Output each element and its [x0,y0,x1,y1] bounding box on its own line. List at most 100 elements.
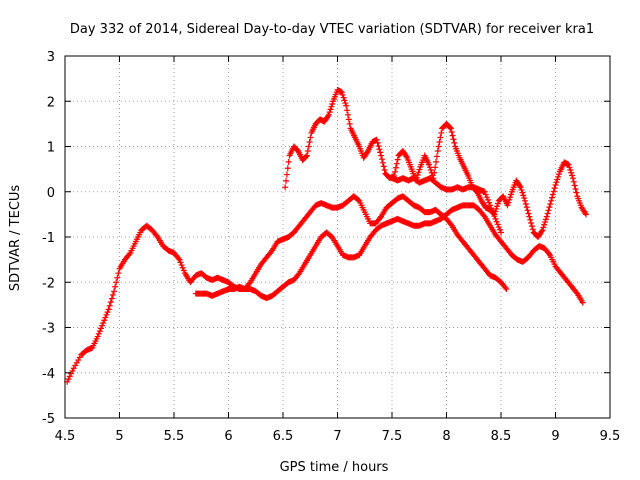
data-point [104,309,111,316]
data-point [495,224,502,231]
data-point [283,177,290,184]
data-point [340,94,347,101]
data-point [303,153,310,160]
data-point [569,172,576,179]
y-tick-label: 1 [47,141,55,156]
series-track-1 [64,193,510,385]
data-point [437,134,444,141]
data-point [426,164,433,171]
x-tick-label: 6.5 [273,429,294,444]
series-track-2 [192,202,586,306]
chart-title: Day 332 of 2014, Sidereal Day-to-day VTE… [70,22,594,37]
data-point [482,191,489,198]
y-tick-label: 2 [47,95,55,110]
data-point [524,207,531,214]
x-tick-label: 6 [224,429,232,444]
data-point [94,333,101,340]
data-point [324,113,331,120]
data-point [392,168,399,175]
x-tick-label: 4.5 [55,429,76,444]
data-point [519,189,526,196]
x-tick-label: 8 [442,429,450,444]
data-point [107,299,114,306]
data-point [480,212,487,219]
data-point [494,203,501,210]
data-point [101,317,108,324]
data-point [520,192,527,199]
data-point [435,143,442,150]
data-point [329,100,336,107]
y-tick-label: -2 [42,276,55,291]
y-tick-label: -1 [42,231,55,246]
data-point [518,186,525,193]
data-point [545,250,552,257]
data-point [551,185,558,192]
data-point [126,251,133,258]
data-point [304,148,311,155]
data-point [378,152,385,159]
data-point [506,196,513,203]
data-point [373,136,380,143]
data-point [432,164,439,171]
x-tick-label: 5.5 [164,429,185,444]
data-point [431,169,438,176]
data-point [99,322,106,329]
data-point [303,152,310,159]
data-point [521,197,528,204]
data-point [548,197,555,204]
data-point [393,160,400,167]
data-point [295,271,302,278]
data-point [583,211,590,218]
data-point [451,139,458,146]
data-point [112,283,119,290]
data-point [105,306,112,313]
data-point [540,224,547,231]
data-point [503,286,510,293]
data-point [552,181,559,188]
data-point [549,194,556,201]
data-point [554,176,561,183]
x-tick-label: 8.5 [491,429,512,444]
data-point [567,167,574,174]
data-point [403,153,410,160]
data-point [546,204,553,211]
data-point [283,171,290,178]
data-point [342,100,349,107]
data-point [449,132,456,139]
data-point [568,169,575,176]
data-point [543,213,550,220]
data-point [484,196,491,203]
data-point [496,226,503,233]
data-point [97,325,104,332]
data-point [555,173,562,180]
data-point [374,139,381,146]
data-point [579,299,586,306]
data-point [376,146,383,153]
y-tick-label: -4 [42,367,55,382]
x-tick-label: 9 [551,429,559,444]
y-axis-label: SDTVAR / TECUs [8,185,23,292]
data-points [64,86,590,385]
data-point [549,191,556,198]
data-point [565,161,572,168]
x-tick-label: 7 [333,429,341,444]
data-point [377,214,384,221]
data-point [103,311,110,318]
data-point [573,289,580,296]
data-point [355,196,362,203]
data-point [434,148,441,155]
data-point [541,221,548,228]
data-point [490,210,497,217]
data-point [328,103,335,110]
data-point [285,158,292,165]
data-point [545,207,552,214]
data-point [438,129,445,136]
data-point [379,159,386,166]
data-point [522,200,529,207]
data-point [538,228,545,235]
data-point [307,134,314,141]
data-point [572,186,579,193]
x-tick-label: 5 [115,429,123,444]
data-point [487,202,494,209]
data-point [493,205,500,212]
